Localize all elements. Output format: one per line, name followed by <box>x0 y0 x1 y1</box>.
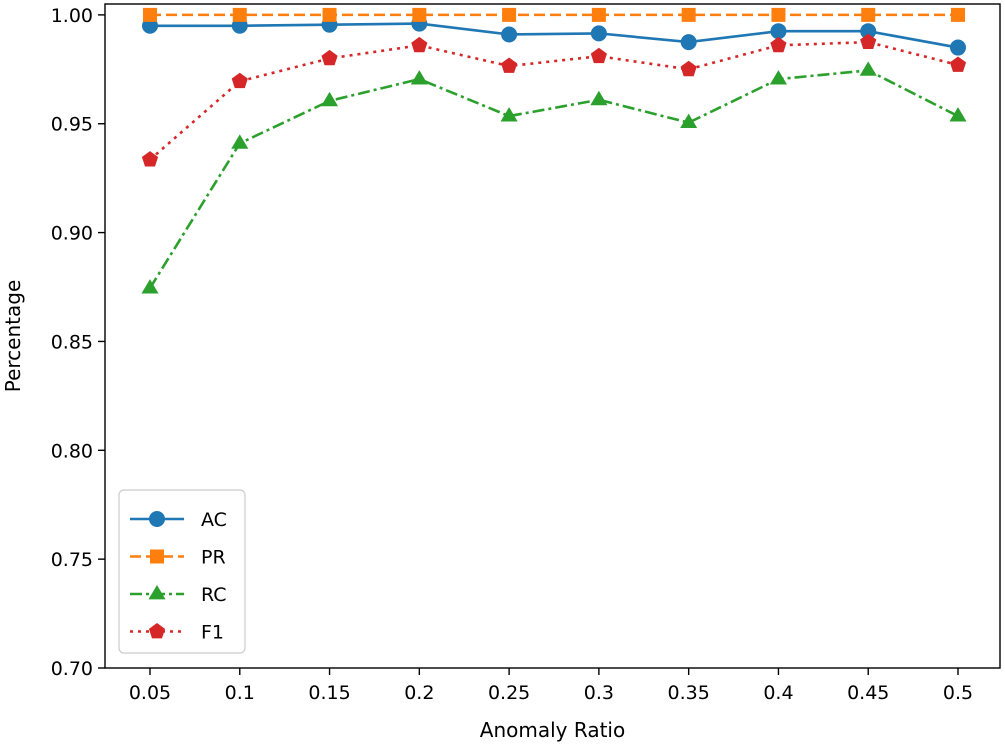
data-point-pr <box>232 7 247 22</box>
y-tick-label: 0.75 <box>51 549 93 571</box>
y-tick-label: 0.85 <box>51 331 93 353</box>
x-tick-label: 0.15 <box>308 682 350 704</box>
legend-box <box>118 489 246 654</box>
x-tick-label: 0.4 <box>763 682 793 704</box>
data-point-pr <box>412 7 427 22</box>
x-tick-label: 0.35 <box>668 682 710 704</box>
data-point-rc <box>231 134 249 149</box>
y-axis-label: Percentage <box>1 280 25 393</box>
data-point-rc <box>949 107 967 122</box>
data-point-ac <box>590 25 607 42</box>
legend-marker-pr <box>150 549 164 564</box>
data-point-pr <box>322 7 337 22</box>
data-point-rc <box>590 90 608 106</box>
data-point-f1 <box>590 47 607 64</box>
y-tick-label: 0.70 <box>51 658 93 680</box>
data-point-ac <box>501 26 518 43</box>
data-point-pr <box>951 7 965 22</box>
data-point-rc <box>680 113 698 129</box>
x-tick-label: 0.5 <box>943 682 973 704</box>
data-point-f1 <box>321 49 338 66</box>
legend-marker-f1 <box>148 623 166 639</box>
series-line-ac <box>150 22 959 49</box>
y-tick-label: 1.00 <box>51 5 93 27</box>
plot-marks <box>141 7 967 294</box>
axes: 0.70 0.75 0.80 0.85 0.90 0.95 1.00 0.05 0.1 0.15 0… <box>1 3 1001 742</box>
data-point-rc <box>859 61 877 76</box>
data-point-f1 <box>231 72 248 89</box>
data-point-pr <box>771 7 786 22</box>
data-point-ac <box>950 39 966 56</box>
data-point-ac <box>680 34 697 51</box>
data-point-f1 <box>770 36 787 53</box>
legend-marker-ac <box>149 511 165 527</box>
data-point-rc <box>500 107 518 122</box>
plot-frame <box>104 3 1001 669</box>
legend-label-rc: RC <box>201 584 227 606</box>
data-point-pr <box>681 7 696 22</box>
legend-marker-rc <box>148 585 166 600</box>
data-point-rc <box>410 70 428 85</box>
legend: AC PR RC F1 <box>118 489 246 654</box>
x-tick-label: 0.3 <box>584 682 614 704</box>
x-tick-label: 0.25 <box>488 682 530 704</box>
data-point-f1 <box>860 33 877 49</box>
legend-label-ac: AC <box>201 509 227 531</box>
y-tick-label: 0.95 <box>51 114 93 136</box>
data-point-rc <box>769 70 787 85</box>
y-tick-label: 0.80 <box>51 440 93 462</box>
data-point-f1 <box>949 56 967 72</box>
data-point-rc <box>321 91 339 107</box>
x-tick-label: 0.1 <box>225 682 255 704</box>
data-point-f1 <box>411 36 428 53</box>
series-line-rc <box>148 69 959 289</box>
legend-label-f1: F1 <box>201 622 224 644</box>
data-point-pr <box>861 7 876 22</box>
data-point-pr <box>591 7 606 22</box>
data-point-rc <box>141 279 159 294</box>
x-tick-label: 0.05 <box>129 682 171 704</box>
data-point-ac <box>770 23 787 40</box>
data-point-f1 <box>141 151 159 167</box>
data-point-pr <box>502 7 517 22</box>
x-tick-label: 0.2 <box>404 682 434 704</box>
x-tick-label: 0.45 <box>847 682 889 704</box>
data-point-f1 <box>680 60 697 77</box>
data-point-pr <box>143 7 157 22</box>
series-line-f1 <box>149 40 959 161</box>
x-axis-label: Anomaly Ratio <box>480 718 625 742</box>
data-point-f1 <box>501 57 518 73</box>
y-tick-label: 0.90 <box>51 223 93 245</box>
legend-label-pr: PR <box>201 547 226 569</box>
